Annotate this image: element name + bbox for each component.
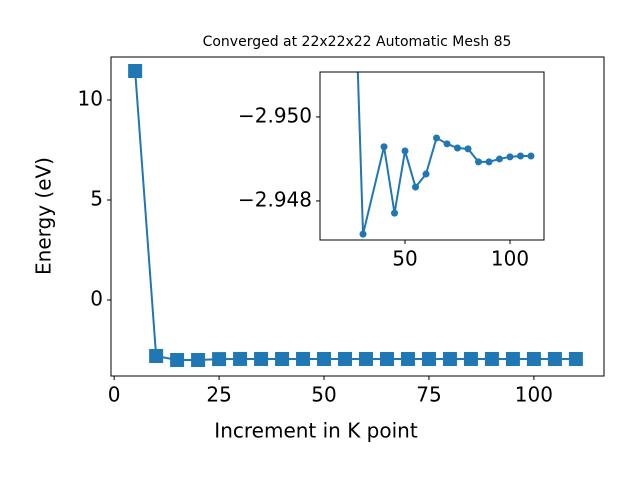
y-tick-label: 10 <box>78 87 103 111</box>
data-point <box>463 351 478 366</box>
data-point <box>391 209 399 217</box>
data-point <box>254 351 269 366</box>
data-point <box>422 170 430 178</box>
data-point <box>400 351 415 366</box>
data-point <box>128 64 143 78</box>
data-point <box>495 155 503 163</box>
data-point <box>317 351 332 366</box>
plot-content <box>356 72 535 238</box>
x-tick-label: 0 <box>108 383 121 407</box>
data-point <box>527 152 535 160</box>
plot-content <box>128 64 583 367</box>
data-point <box>442 351 457 366</box>
data-point <box>212 352 227 367</box>
axes-frame <box>319 71 545 241</box>
y-axis-label: Energy (eV) <box>32 157 56 275</box>
data-point <box>233 351 248 366</box>
data-point <box>484 351 499 366</box>
data-point <box>149 349 164 363</box>
data-point <box>454 144 462 152</box>
data-point <box>516 152 524 160</box>
x-tick-label: 100 <box>515 383 553 407</box>
x-axis-label: Increment in K point <box>214 419 418 443</box>
data-point <box>359 230 367 238</box>
data-point <box>401 147 409 155</box>
data-point <box>485 158 493 166</box>
x-tick-label: 100 <box>491 247 529 271</box>
data-point <box>170 353 185 367</box>
x-tick-label: 50 <box>392 247 417 271</box>
data-point <box>526 351 541 366</box>
data-point <box>412 183 420 191</box>
data-point <box>275 351 290 366</box>
data-point <box>443 140 451 148</box>
data-point <box>568 351 583 366</box>
y-tick-label: −2.948 <box>238 187 312 211</box>
data-point <box>505 351 520 366</box>
data-point <box>380 143 388 151</box>
data-point <box>338 351 353 366</box>
data-point <box>464 145 472 153</box>
axes-frame <box>110 56 605 377</box>
y-tick-label: 0 <box>90 287 103 311</box>
data-point <box>421 351 436 366</box>
chart-title: Converged at 22x22x22 Automatic Mesh 85 <box>203 34 512 50</box>
x-tick-label: 75 <box>416 383 441 407</box>
series-line <box>134 70 576 361</box>
data-point <box>506 153 514 161</box>
y-tick-label: 5 <box>90 187 103 211</box>
data-point <box>191 353 206 367</box>
x-tick-label: 25 <box>206 383 231 407</box>
data-point <box>433 134 441 142</box>
x-tick-label: 50 <box>311 383 336 407</box>
data-point <box>379 351 394 366</box>
data-point <box>547 351 562 366</box>
data-point <box>475 158 483 166</box>
data-point <box>359 351 373 366</box>
data-point <box>296 351 311 366</box>
y-tick-label: −2.950 <box>238 103 312 127</box>
